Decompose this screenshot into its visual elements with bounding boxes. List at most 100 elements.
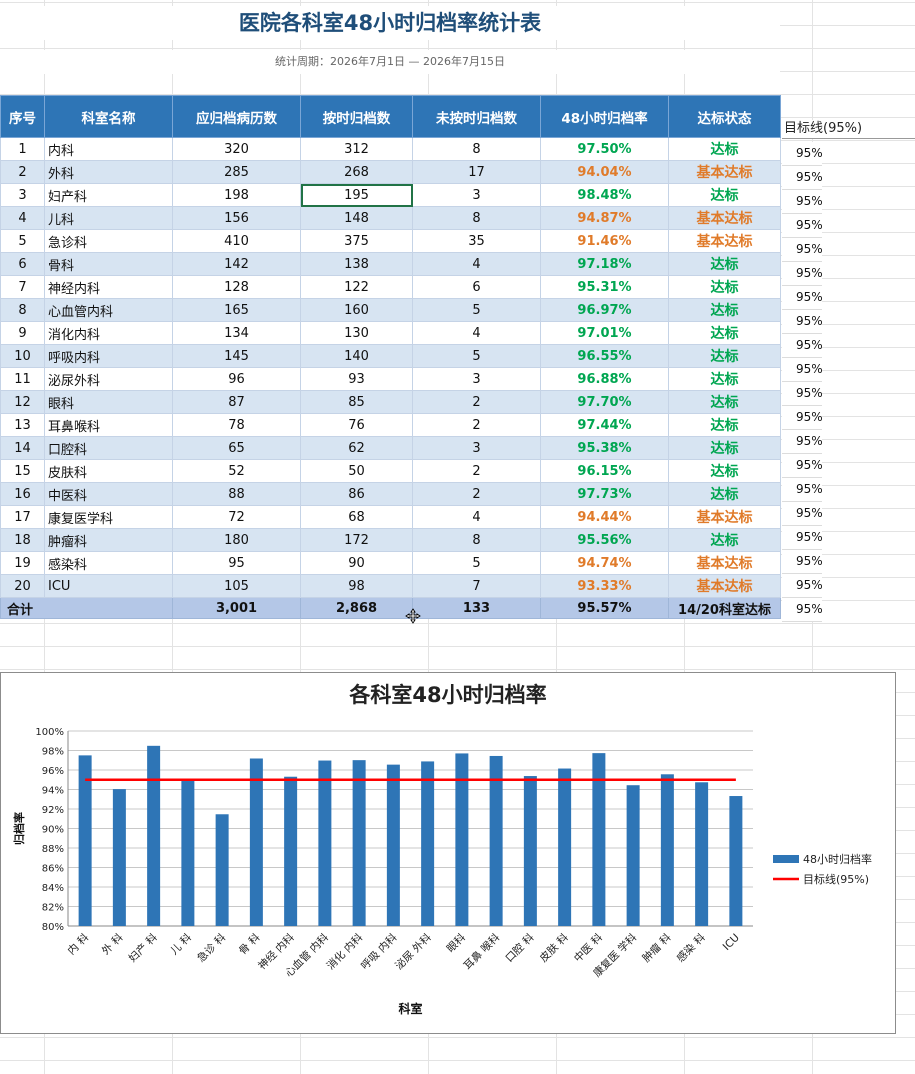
- cell-status[interactable]: 达标: [668, 528, 781, 552]
- cell-no[interactable]: 15: [0, 459, 45, 483]
- cell-ontime[interactable]: 140: [300, 344, 413, 368]
- cell-status[interactable]: 达标: [668, 459, 781, 483]
- cell-total[interactable]: 72: [172, 505, 301, 529]
- header-dept[interactable]: 科室名称: [44, 95, 173, 138]
- cell-no[interactable]: 5: [0, 229, 45, 253]
- total-label[interactable]: 合计: [0, 597, 173, 619]
- cell-rate[interactable]: 97.01%: [540, 321, 669, 345]
- cell-dept[interactable]: ICU: [44, 574, 173, 598]
- cell-dept[interactable]: 骨科: [44, 252, 173, 276]
- cell-ontime[interactable]: 93: [300, 367, 413, 391]
- cell-no[interactable]: 4: [0, 206, 45, 230]
- cell-total[interactable]: 165: [172, 298, 301, 322]
- cell-ontime[interactable]: 130: [300, 321, 413, 345]
- cell-late[interactable]: 4: [412, 505, 541, 529]
- cell-total[interactable]: 105: [172, 574, 301, 598]
- cell-total[interactable]: 65: [172, 436, 301, 460]
- cell-ontime[interactable]: 90: [300, 551, 413, 575]
- target-value[interactable]: 95%: [782, 238, 823, 262]
- cell-rate[interactable]: 97.18%: [540, 252, 669, 276]
- cell-dept[interactable]: 儿科: [44, 206, 173, 230]
- cell-no[interactable]: 13: [0, 413, 45, 437]
- cell-rate[interactable]: 94.87%: [540, 206, 669, 230]
- sheet-period[interactable]: 统计周期：2026年7月1日 — 2026年7月15日: [0, 50, 780, 74]
- cell-no[interactable]: 18: [0, 528, 45, 552]
- total-ontime[interactable]: 2,868: [300, 597, 413, 619]
- cell-ontime[interactable]: 268: [300, 160, 413, 184]
- cell-status[interactable]: 达标: [668, 137, 781, 161]
- cell-status[interactable]: 达标: [668, 367, 781, 391]
- cell-status[interactable]: 基本达标: [668, 574, 781, 598]
- total-rate[interactable]: 95.57%: [540, 597, 669, 619]
- cell-no[interactable]: 11: [0, 367, 45, 391]
- target-value[interactable]: 95%: [782, 478, 823, 502]
- cell-rate[interactable]: 94.74%: [540, 551, 669, 575]
- target-value[interactable]: 95%: [782, 598, 823, 622]
- cell-late[interactable]: 4: [412, 252, 541, 276]
- cell-total[interactable]: 95: [172, 551, 301, 575]
- cell-dept[interactable]: 神经内科: [44, 275, 173, 299]
- header-total[interactable]: 应归档病历数: [172, 95, 301, 138]
- cell-rate[interactable]: 97.50%: [540, 137, 669, 161]
- cell-status[interactable]: 基本达标: [668, 505, 781, 529]
- cell-no[interactable]: 10: [0, 344, 45, 368]
- cell-late[interactable]: 2: [412, 390, 541, 414]
- target-value[interactable]: 95%: [782, 214, 823, 238]
- cell-rate[interactable]: 96.97%: [540, 298, 669, 322]
- cell-status[interactable]: 达标: [668, 321, 781, 345]
- cell-status[interactable]: 达标: [668, 252, 781, 276]
- target-value[interactable]: 95%: [782, 502, 823, 526]
- cell-late[interactable]: 35: [412, 229, 541, 253]
- cell-total[interactable]: 180: [172, 528, 301, 552]
- cell-rate[interactable]: 93.33%: [540, 574, 669, 598]
- target-value[interactable]: 95%: [782, 166, 823, 190]
- cell-dept[interactable]: 口腔科: [44, 436, 173, 460]
- cell-status[interactable]: 基本达标: [668, 229, 781, 253]
- cell-status[interactable]: 基本达标: [668, 160, 781, 184]
- cell-total[interactable]: 78: [172, 413, 301, 437]
- cell-ontime[interactable]: 98: [300, 574, 413, 598]
- cell-late[interactable]: 3: [412, 367, 541, 391]
- cell-total[interactable]: 285: [172, 160, 301, 184]
- header-ontime[interactable]: 按时归档数: [300, 95, 413, 138]
- cell-rate[interactable]: 91.46%: [540, 229, 669, 253]
- cell-ontime[interactable]: 148: [300, 206, 413, 230]
- target-value[interactable]: 95%: [782, 334, 823, 358]
- cell-late[interactable]: 8: [412, 137, 541, 161]
- target-value[interactable]: 95%: [782, 526, 823, 550]
- cell-ontime[interactable]: 375: [300, 229, 413, 253]
- target-value[interactable]: 95%: [782, 142, 823, 166]
- cell-late[interactable]: 5: [412, 551, 541, 575]
- cell-ontime[interactable]: 138: [300, 252, 413, 276]
- cell-dept[interactable]: 康复医学科: [44, 505, 173, 529]
- cell-ontime[interactable]: 195: [300, 183, 413, 207]
- cell-total[interactable]: 88: [172, 482, 301, 506]
- cell-total[interactable]: 142: [172, 252, 301, 276]
- cell-dept[interactable]: 妇产科: [44, 183, 173, 207]
- cell-rate[interactable]: 98.48%: [540, 183, 669, 207]
- cell-dept[interactable]: 消化内科: [44, 321, 173, 345]
- cell-dept[interactable]: 肿瘤科: [44, 528, 173, 552]
- cell-total[interactable]: 410: [172, 229, 301, 253]
- cell-dept[interactable]: 中医科: [44, 482, 173, 506]
- cell-dept[interactable]: 外科: [44, 160, 173, 184]
- cell-rate[interactable]: 94.04%: [540, 160, 669, 184]
- cell-ontime[interactable]: 160: [300, 298, 413, 322]
- cell-ontime[interactable]: 50: [300, 459, 413, 483]
- total-total[interactable]: 3,001: [172, 597, 301, 619]
- target-value[interactable]: 95%: [782, 262, 823, 286]
- cell-total[interactable]: 128: [172, 275, 301, 299]
- cell-rate[interactable]: 96.88%: [540, 367, 669, 391]
- cell-late[interactable]: 2: [412, 482, 541, 506]
- cell-dept[interactable]: 心血管内科: [44, 298, 173, 322]
- cell-no[interactable]: 17: [0, 505, 45, 529]
- cell-status[interactable]: 达标: [668, 183, 781, 207]
- cell-late[interactable]: 8: [412, 528, 541, 552]
- header-rate[interactable]: 48小时归档率: [540, 95, 669, 138]
- cell-rate[interactable]: 96.15%: [540, 459, 669, 483]
- cell-rate[interactable]: 94.44%: [540, 505, 669, 529]
- cell-no[interactable]: 3: [0, 183, 45, 207]
- target-value[interactable]: 95%: [782, 382, 823, 406]
- target-value[interactable]: 95%: [782, 550, 823, 574]
- total-late[interactable]: 133: [412, 597, 541, 619]
